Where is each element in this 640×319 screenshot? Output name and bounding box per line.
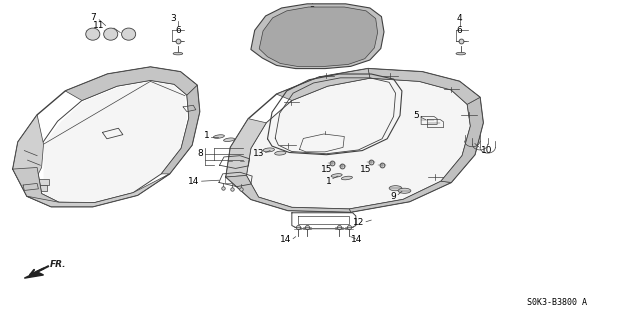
Ellipse shape <box>173 52 183 55</box>
Text: 15: 15 <box>360 165 372 174</box>
Text: FR.: FR. <box>50 260 67 269</box>
Polygon shape <box>13 115 44 196</box>
Ellipse shape <box>331 174 342 177</box>
Text: 2: 2 <box>309 6 314 15</box>
Bar <box>32 185 47 191</box>
Polygon shape <box>65 67 197 100</box>
Polygon shape <box>226 175 351 212</box>
Text: 6: 6 <box>457 26 462 35</box>
Polygon shape <box>13 167 93 207</box>
Text: 3: 3 <box>170 14 175 23</box>
Text: 1: 1 <box>204 131 210 140</box>
Polygon shape <box>226 119 266 177</box>
Polygon shape <box>368 69 480 104</box>
Polygon shape <box>246 78 470 209</box>
Polygon shape <box>251 4 384 69</box>
Ellipse shape <box>275 151 286 155</box>
Polygon shape <box>276 69 370 100</box>
Ellipse shape <box>341 176 353 180</box>
Polygon shape <box>27 174 170 207</box>
Text: 8: 8 <box>198 149 204 158</box>
Polygon shape <box>349 181 451 212</box>
Text: 13: 13 <box>253 149 264 158</box>
Polygon shape <box>259 7 378 66</box>
Text: 15: 15 <box>321 165 332 174</box>
Text: 7: 7 <box>90 13 95 22</box>
Polygon shape <box>161 85 200 174</box>
Text: 5: 5 <box>413 111 419 120</box>
Text: 14: 14 <box>351 235 363 244</box>
Text: 6: 6 <box>175 26 180 35</box>
Text: 9: 9 <box>391 192 396 201</box>
Text: 10: 10 <box>481 146 492 155</box>
Text: 11: 11 <box>93 21 105 30</box>
Bar <box>34 179 49 185</box>
Polygon shape <box>24 272 44 278</box>
Text: 12: 12 <box>353 218 365 227</box>
Polygon shape <box>441 97 483 182</box>
Ellipse shape <box>104 28 118 40</box>
Ellipse shape <box>122 28 136 40</box>
Ellipse shape <box>456 52 466 55</box>
Ellipse shape <box>398 188 411 193</box>
Text: 1: 1 <box>326 177 332 186</box>
Polygon shape <box>44 81 187 202</box>
Text: 14: 14 <box>188 177 200 186</box>
Bar <box>225 176 244 183</box>
Ellipse shape <box>223 138 235 142</box>
Ellipse shape <box>213 135 225 138</box>
Ellipse shape <box>263 148 275 152</box>
Text: S0K3-B3800 A: S0K3-B3800 A <box>527 298 587 307</box>
Ellipse shape <box>86 28 100 40</box>
Text: 14: 14 <box>280 235 291 244</box>
Text: 4: 4 <box>457 14 462 23</box>
Ellipse shape <box>389 186 402 191</box>
